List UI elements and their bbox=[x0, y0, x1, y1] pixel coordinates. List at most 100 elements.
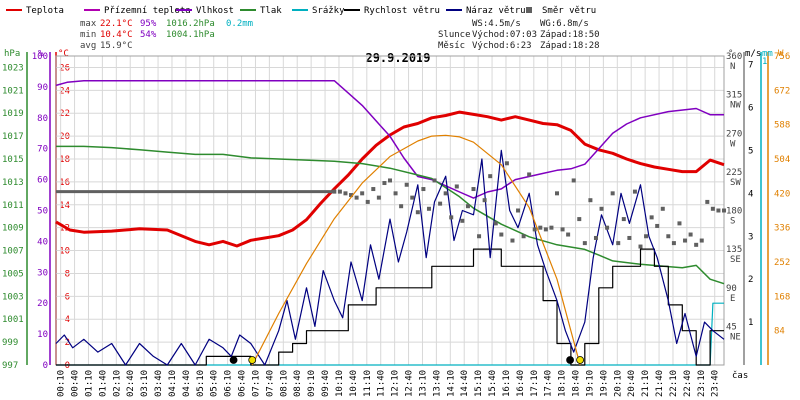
x-tick-label: 18:10 bbox=[558, 370, 568, 397]
humidity-tick-label: 0 bbox=[43, 361, 48, 371]
direction-point bbox=[638, 244, 643, 249]
direction-tick-label: 180 bbox=[726, 207, 742, 217]
direction-point bbox=[566, 232, 571, 237]
radiation-tick-label: 756 bbox=[774, 52, 790, 62]
radiation-tick-label: 168 bbox=[774, 292, 790, 302]
direction-point bbox=[649, 215, 654, 220]
x-tick-label: 11:40 bbox=[377, 370, 387, 397]
direction-point bbox=[555, 191, 559, 196]
series-rychlost-v-tru bbox=[56, 248, 724, 366]
x-tick-label: 06:10 bbox=[224, 370, 234, 397]
direction-point bbox=[482, 198, 487, 203]
stat-max-press: 1016.2hPa bbox=[166, 19, 215, 29]
temperature-tick-label: 26 bbox=[59, 63, 70, 73]
wind-tick-label: 5 bbox=[748, 146, 753, 156]
x-tick-label: 05:40 bbox=[210, 370, 220, 397]
direction-tick-label: 360 bbox=[726, 52, 742, 62]
wind-tick-label: 7 bbox=[748, 61, 753, 71]
direction-point bbox=[655, 223, 660, 228]
pressure-unit: hPa bbox=[4, 49, 20, 59]
x-tick-label: 22:40 bbox=[683, 370, 693, 397]
direction-tick-name: SE bbox=[730, 255, 741, 265]
radiation-tick-label: 588 bbox=[774, 121, 790, 131]
x-tick-label: 03:40 bbox=[154, 370, 164, 397]
radiation-tick-label: 336 bbox=[774, 224, 790, 234]
legend-label: Přízemní teplota bbox=[104, 6, 191, 16]
x-tick-label: 03:10 bbox=[140, 370, 150, 397]
info-slunce-zapad: Západ:18:50 bbox=[540, 30, 600, 40]
direction-tick-name: SW bbox=[730, 178, 741, 188]
temperature-tick-label: 6 bbox=[65, 292, 70, 302]
direction-point bbox=[349, 193, 354, 198]
direction-point bbox=[532, 227, 537, 232]
moon-marker bbox=[229, 356, 238, 364]
x-tick-label: 14:40 bbox=[460, 370, 470, 397]
x-tick-label: 02:10 bbox=[112, 370, 122, 397]
rain-tick-label: 1 bbox=[762, 57, 767, 67]
x-tick-label: 15:10 bbox=[474, 370, 484, 397]
direction-point bbox=[360, 191, 365, 196]
stat-min-temp: 10.4°C bbox=[100, 30, 133, 40]
direction-point bbox=[371, 187, 376, 192]
direction-point bbox=[582, 241, 587, 246]
direction-point bbox=[465, 204, 470, 209]
stat-max-hum: 95% bbox=[140, 19, 157, 29]
x-tick-label: 21:10 bbox=[641, 370, 651, 397]
direction-tick-label: 90 bbox=[726, 284, 737, 294]
x-tick-label: 02:40 bbox=[126, 370, 136, 397]
wind-tick-label: 4 bbox=[748, 189, 753, 199]
direction-point bbox=[382, 181, 387, 186]
temperature-unit: °C bbox=[58, 49, 69, 59]
legend-label: Rychlost větru bbox=[364, 6, 440, 16]
pressure-tick-label: 1023 bbox=[2, 63, 24, 73]
direction-point bbox=[477, 234, 482, 239]
direction-point bbox=[644, 234, 649, 239]
grid bbox=[55, 55, 725, 366]
humidity-tick-label: 100 bbox=[32, 52, 48, 62]
direction-point bbox=[471, 187, 476, 192]
temperature-tick-label: 8 bbox=[65, 269, 70, 279]
direction-point bbox=[493, 221, 498, 226]
x-tick-label: 17:40 bbox=[544, 370, 554, 397]
humidity-tick-label: 40 bbox=[37, 237, 48, 247]
direction-point bbox=[577, 217, 582, 222]
x-axis-label: čas bbox=[732, 370, 748, 381]
direction-point bbox=[438, 201, 443, 206]
x-tick-label: 13:10 bbox=[418, 370, 428, 397]
temperature-tick-label: 20 bbox=[59, 132, 70, 142]
x-axis: 00:10 00:40 01:10 01:40 02:10 02:40 03:10 03:40… bbox=[57, 370, 749, 397]
temperature-tick-label: 2 bbox=[65, 338, 70, 348]
info-mesic-vychod: Východ:6:23 bbox=[472, 41, 532, 51]
wind-tick-label: 1 bbox=[748, 318, 753, 328]
info-mesic: Měsíc bbox=[438, 41, 465, 51]
direction-point bbox=[343, 191, 348, 196]
pressure-tick-label: 1009 bbox=[2, 224, 24, 234]
info-mesic-zapad: Západ:18:28 bbox=[540, 41, 600, 51]
series-sr-ky bbox=[56, 302, 724, 366]
series bbox=[55, 79, 726, 366]
x-tick-label: 01:40 bbox=[98, 370, 108, 397]
x-tick-label: 21:40 bbox=[655, 370, 665, 397]
pressure-tick-label: 999 bbox=[2, 338, 18, 348]
x-tick-label: 17:10 bbox=[530, 370, 540, 397]
pressure-tick-label: 1001 bbox=[2, 315, 24, 325]
direction-point bbox=[460, 218, 465, 223]
direction-point bbox=[666, 234, 671, 239]
direction-point bbox=[488, 174, 493, 179]
legend-label: Srážky bbox=[312, 6, 345, 16]
radiation-tick-label: 420 bbox=[774, 189, 790, 199]
pressure-tick-label: 1019 bbox=[2, 109, 24, 119]
legend-swatch bbox=[526, 7, 532, 13]
x-tick-label: 04:40 bbox=[182, 370, 192, 397]
direction-point bbox=[354, 195, 359, 200]
series-tlak bbox=[56, 145, 725, 285]
x-tick-label: 22:10 bbox=[669, 370, 679, 397]
direction-tick-name: E bbox=[730, 294, 735, 304]
humidity-tick-label: 80 bbox=[37, 114, 48, 124]
radiation-unit: W bbox=[778, 49, 784, 59]
direction-tick-name: S bbox=[730, 217, 735, 227]
direction-point bbox=[632, 189, 637, 194]
stats-panel: max 22.1°C 95% 1016.2hPa 0.2mm min 10.4°… bbox=[80, 19, 253, 51]
